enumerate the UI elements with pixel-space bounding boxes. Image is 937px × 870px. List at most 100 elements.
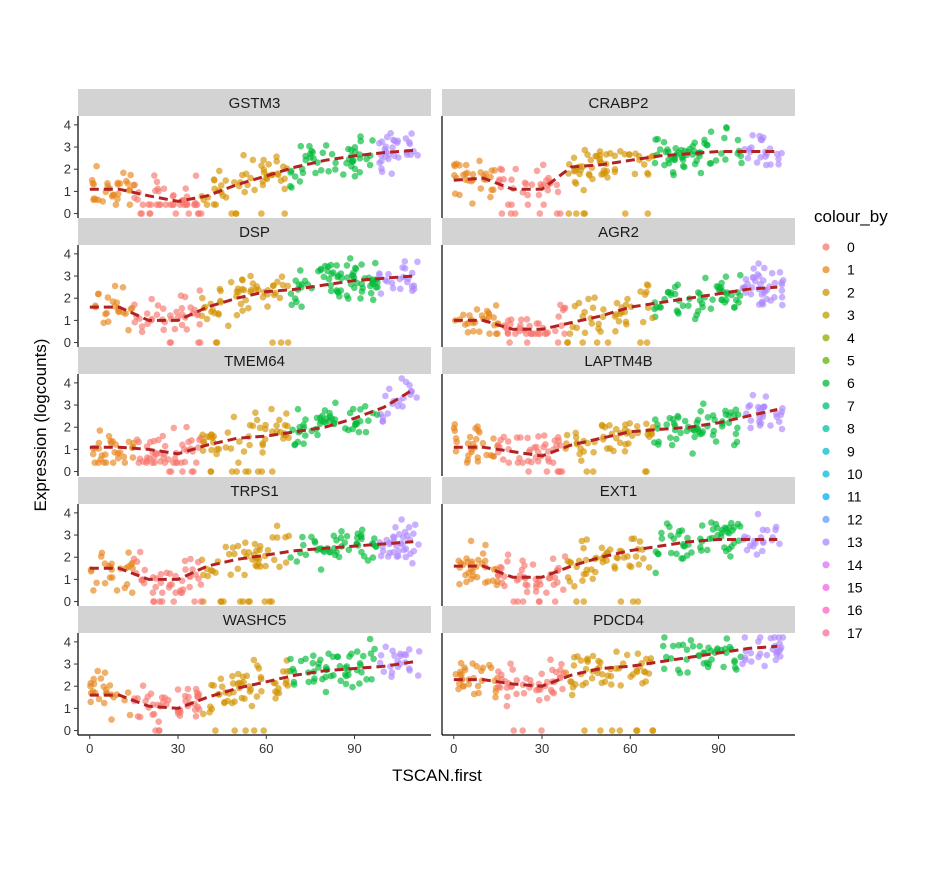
data-point bbox=[199, 294, 206, 302]
data-point bbox=[523, 588, 531, 596]
data-point bbox=[611, 313, 619, 320]
data-point bbox=[199, 447, 207, 455]
data-point bbox=[247, 174, 254, 182]
legend-key bbox=[822, 288, 830, 296]
data-point bbox=[775, 418, 783, 426]
data-point bbox=[652, 136, 659, 143]
data-point bbox=[714, 532, 721, 539]
legend-label: 5 bbox=[847, 353, 855, 369]
data-point bbox=[726, 643, 734, 651]
data-point bbox=[496, 684, 504, 691]
data-point bbox=[697, 169, 705, 177]
data-point bbox=[538, 670, 545, 678]
data-point bbox=[622, 318, 630, 326]
data-point bbox=[641, 161, 648, 168]
data-point bbox=[141, 566, 149, 574]
data-point bbox=[161, 459, 169, 467]
data-point bbox=[755, 260, 762, 267]
data-point bbox=[490, 435, 497, 442]
data-point bbox=[499, 456, 507, 463]
data-point bbox=[555, 437, 563, 444]
data-point bbox=[283, 668, 291, 675]
data-point bbox=[551, 574, 559, 581]
data-point bbox=[743, 546, 751, 554]
data-point bbox=[761, 662, 768, 670]
data-point bbox=[258, 162, 265, 169]
data-point bbox=[196, 287, 204, 294]
data-point bbox=[456, 162, 463, 169]
data-point bbox=[710, 427, 718, 435]
data-point bbox=[589, 468, 597, 475]
data-point bbox=[100, 683, 107, 690]
data-point bbox=[395, 531, 403, 538]
data-point bbox=[273, 428, 281, 435]
data-point bbox=[302, 551, 310, 559]
data-point bbox=[571, 178, 579, 186]
data-point bbox=[234, 565, 242, 573]
data-point bbox=[228, 468, 236, 475]
data-point bbox=[129, 559, 136, 567]
data-point bbox=[405, 665, 413, 672]
data-point bbox=[281, 210, 289, 217]
data-point bbox=[356, 169, 364, 176]
data-point bbox=[291, 441, 298, 449]
data-point bbox=[633, 727, 640, 734]
data-point bbox=[462, 571, 469, 579]
data-point bbox=[236, 438, 243, 445]
data-point bbox=[498, 210, 506, 217]
data-point bbox=[346, 255, 354, 262]
data-point bbox=[674, 414, 682, 421]
data-point bbox=[519, 598, 527, 605]
data-point bbox=[399, 403, 406, 410]
data-point bbox=[674, 308, 682, 316]
data-point bbox=[558, 660, 565, 668]
data-point bbox=[515, 575, 522, 583]
legend-label: 0 bbox=[847, 239, 855, 255]
data-point bbox=[577, 657, 585, 664]
data-point bbox=[655, 441, 662, 448]
data-point bbox=[547, 656, 554, 663]
data-point bbox=[658, 529, 665, 537]
data-point bbox=[540, 443, 547, 451]
data-point bbox=[109, 298, 117, 305]
data-point bbox=[300, 541, 307, 549]
data-point bbox=[94, 667, 101, 675]
facet-strip bbox=[78, 477, 431, 504]
data-point bbox=[194, 558, 202, 566]
data-point bbox=[351, 144, 359, 151]
data-point bbox=[700, 400, 707, 408]
data-point bbox=[504, 693, 511, 700]
data-point bbox=[757, 136, 765, 143]
data-point bbox=[629, 598, 637, 605]
data-point bbox=[114, 181, 121, 188]
data-point bbox=[369, 554, 377, 561]
data-point bbox=[331, 416, 339, 423]
data-point bbox=[507, 660, 514, 667]
data-point bbox=[270, 291, 278, 299]
data-point bbox=[545, 448, 552, 455]
data-point bbox=[712, 157, 720, 164]
y-tick-label: 2 bbox=[64, 420, 71, 435]
data-point bbox=[382, 153, 389, 160]
data-point bbox=[395, 547, 403, 555]
data-point bbox=[570, 154, 578, 162]
data-point bbox=[598, 544, 606, 552]
data-point bbox=[395, 552, 402, 560]
facet-panel: GSTM3 0 1 2 3 4 bbox=[64, 89, 431, 221]
data-point bbox=[704, 663, 712, 671]
data-point bbox=[665, 156, 672, 164]
data-point bbox=[524, 191, 531, 199]
data-point bbox=[504, 438, 512, 445]
data-point bbox=[288, 184, 295, 191]
data-point bbox=[121, 584, 129, 592]
data-point bbox=[222, 444, 230, 451]
data-point bbox=[272, 695, 279, 702]
data-point bbox=[663, 653, 670, 661]
data-point bbox=[264, 303, 271, 310]
data-point bbox=[212, 727, 219, 734]
data-point bbox=[544, 186, 552, 194]
data-point bbox=[349, 405, 357, 413]
data-point bbox=[568, 691, 576, 699]
data-point bbox=[142, 697, 149, 705]
data-point bbox=[673, 435, 680, 443]
